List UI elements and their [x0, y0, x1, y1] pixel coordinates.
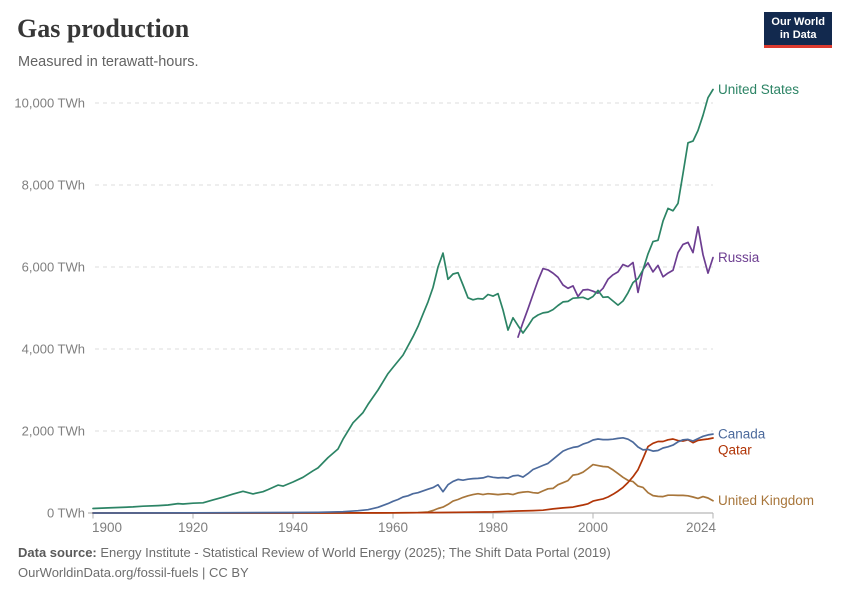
x-tick-label: 1960: [378, 520, 408, 535]
x-tick-label: 1920: [178, 520, 208, 535]
license-line[interactable]: OurWorldinData.org/fossil-fuels | CC BY: [18, 565, 249, 580]
y-tick-label: 0 TWh: [47, 506, 85, 521]
x-tick-label: 2000: [578, 520, 608, 535]
series-label-united-kingdom[interactable]: United Kingdom: [718, 493, 814, 508]
x-tick-label: 1940: [278, 520, 308, 535]
owid-logo-line2: in Data: [779, 29, 817, 41]
chart-subtitle: Measured in terawatt-hours.: [18, 54, 199, 70]
x-tick-label: 2024: [686, 520, 717, 535]
chart-footer: Data source: Energy Institute - Statisti…: [18, 543, 611, 583]
page-title: Gas production: [17, 14, 190, 43]
data-source-text: Energy Institute - Statistical Review of…: [96, 545, 611, 560]
owid-logo[interactable]: Our World in Data: [764, 12, 832, 48]
series-label-russia[interactable]: Russia: [718, 250, 760, 265]
series-line-united-states[interactable]: [92, 88, 714, 510]
y-tick-label: 10,000 TWh: [14, 96, 85, 111]
series-line-united-kingdom[interactable]: [92, 463, 714, 514]
y-tick-label: 8,000 TWh: [22, 178, 85, 193]
x-tick-label: 1980: [478, 520, 508, 535]
series-line-canada[interactable]: [92, 433, 714, 514]
series-label-united-states[interactable]: United States: [718, 82, 799, 97]
x-tick-label: 1900: [92, 520, 122, 535]
y-tick-label: 2,000 TWh: [22, 424, 85, 439]
y-tick-label: 4,000 TWh: [22, 342, 85, 357]
data-source-line: Data source: Energy Institute - Statisti…: [18, 543, 611, 563]
series-line-russia[interactable]: [517, 225, 714, 338]
series-label-canada[interactable]: Canada: [718, 427, 766, 442]
data-source-label: Data source:: [18, 545, 97, 560]
series-line-qatar[interactable]: [92, 437, 714, 514]
y-tick-label: 6,000 TWh: [22, 260, 85, 275]
series-label-qatar[interactable]: Qatar: [718, 443, 752, 458]
owid-logo-line1: Our World: [771, 16, 825, 28]
